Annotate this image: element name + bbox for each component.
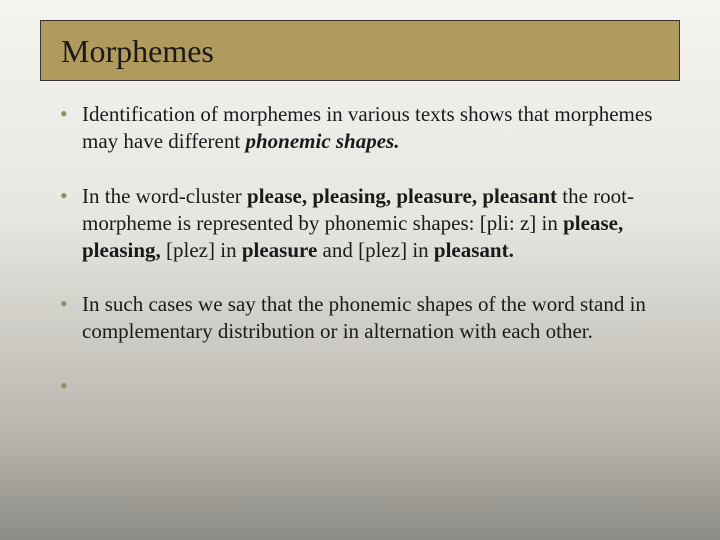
text-run: and [plez] in (317, 238, 434, 262)
text-run: In the word-cluster (82, 184, 247, 208)
text-run: pleasant. (434, 238, 514, 262)
slide-title: Morphemes (61, 33, 659, 70)
text-run: please, pleasing, pleasure, pleasant (247, 184, 557, 208)
bullet-item: In the word-cluster please, pleasing, pl… (60, 183, 680, 264)
text-run: In such cases we say that the phonemic s… (82, 292, 646, 343)
bullet-list: Identification of morphemes in various t… (40, 101, 680, 345)
bullet-item: In such cases we say that the phonemic s… (60, 291, 680, 345)
text-run: phonemic shapes. (245, 129, 399, 153)
text-run: [plez] in (161, 238, 242, 262)
title-bar: Morphemes (40, 20, 680, 81)
bullet-item: Identification of morphemes in various t… (60, 101, 680, 155)
text-run: pleasure (242, 238, 317, 262)
